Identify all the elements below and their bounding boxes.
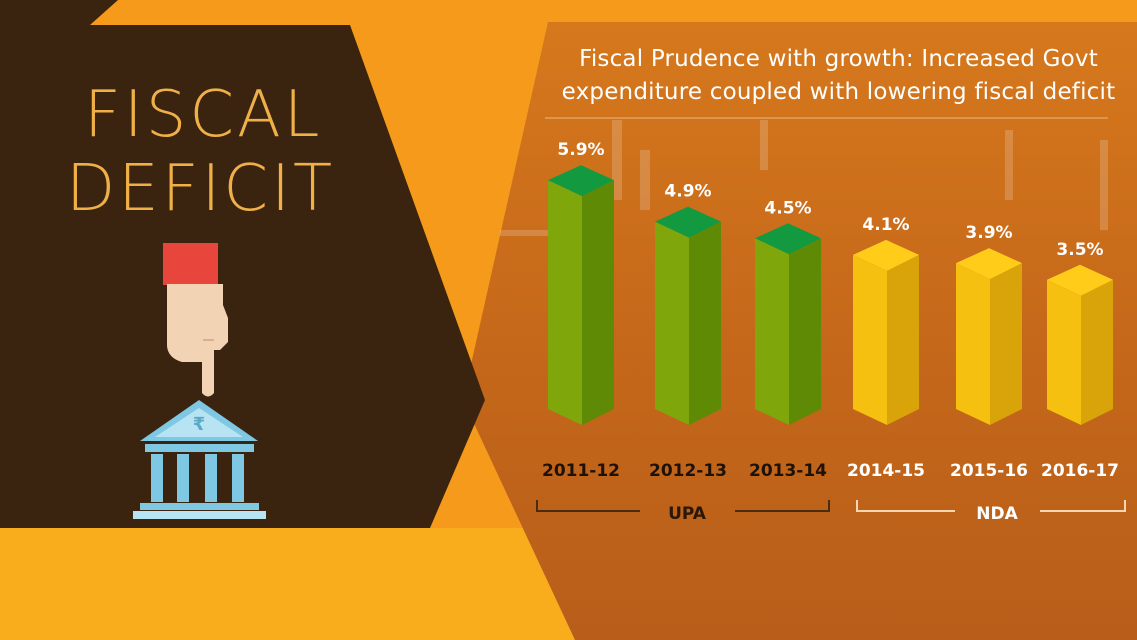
bottom-left-yellow-band (0, 528, 575, 640)
value-label: 4.9% (664, 182, 711, 202)
category-label: 2016-17 (1041, 461, 1119, 481)
nda-bracket: NDA (856, 500, 1126, 524)
bar-2014-15-front (853, 254, 887, 425)
background-candlestick-texture (500, 120, 1108, 236)
bar-2015-16-side (990, 263, 1022, 425)
category-label: 2013-14 (749, 461, 827, 481)
dark-left-panel (0, 25, 485, 528)
bar-2013-14-top (755, 223, 821, 255)
group-label-upa: UPA (668, 504, 707, 524)
top-dark-strip (0, 0, 118, 25)
chart-title-line-1: Fiscal Prudence with growth: Increased G… (579, 46, 1098, 72)
bar-2016-17-top (1047, 264, 1113, 296)
bar-series: 5.9% 2011-12 4.9% 2012-13 4.5% 2013-14 4.1% 201… (542, 140, 1119, 481)
value-label: 3.9% (965, 223, 1012, 243)
bar-2012-13-front (655, 221, 689, 425)
bar-2012-13-top (655, 206, 721, 238)
bar-2015-16-front (956, 263, 990, 425)
bar-2014-15-side (887, 254, 919, 425)
bar-2016-17-side (1081, 279, 1113, 425)
bar-2016-17-front (1047, 279, 1081, 425)
bank-rupee-icon: ₹ (133, 400, 266, 519)
upa-bracket: UPA (536, 500, 830, 524)
bar-2013-14-front (755, 238, 789, 425)
bar-2013-14-side (789, 238, 821, 425)
value-label: 4.5% (764, 198, 811, 218)
chart-title-line-2: expenditure coupled with lowering fiscal… (561, 79, 1116, 105)
bar-2012-13-side (689, 221, 721, 425)
category-label: 2014-15 (847, 461, 925, 481)
value-label: 4.1% (862, 215, 909, 235)
heading-deficit: DEFICIT (66, 152, 336, 226)
category-label: 2011-12 (542, 461, 620, 481)
pointing-hand-icon (163, 243, 228, 397)
bar-2011-12-front (548, 180, 582, 425)
bar-2015-16-top (956, 248, 1022, 280)
value-label: 5.9% (557, 140, 604, 160)
bar-2014-15-top (853, 239, 919, 271)
value-label: 3.5% (1056, 240, 1103, 260)
heading-fiscal: FISCAL (84, 78, 323, 152)
bar-2011-12-side (582, 180, 614, 425)
category-label: 2012-13 (649, 461, 727, 481)
svg-text:₹: ₹ (193, 414, 206, 435)
bar-2011-12-top (548, 165, 614, 197)
group-label-nda: NDA (976, 504, 1018, 524)
category-label: 2015-16 (950, 461, 1028, 481)
